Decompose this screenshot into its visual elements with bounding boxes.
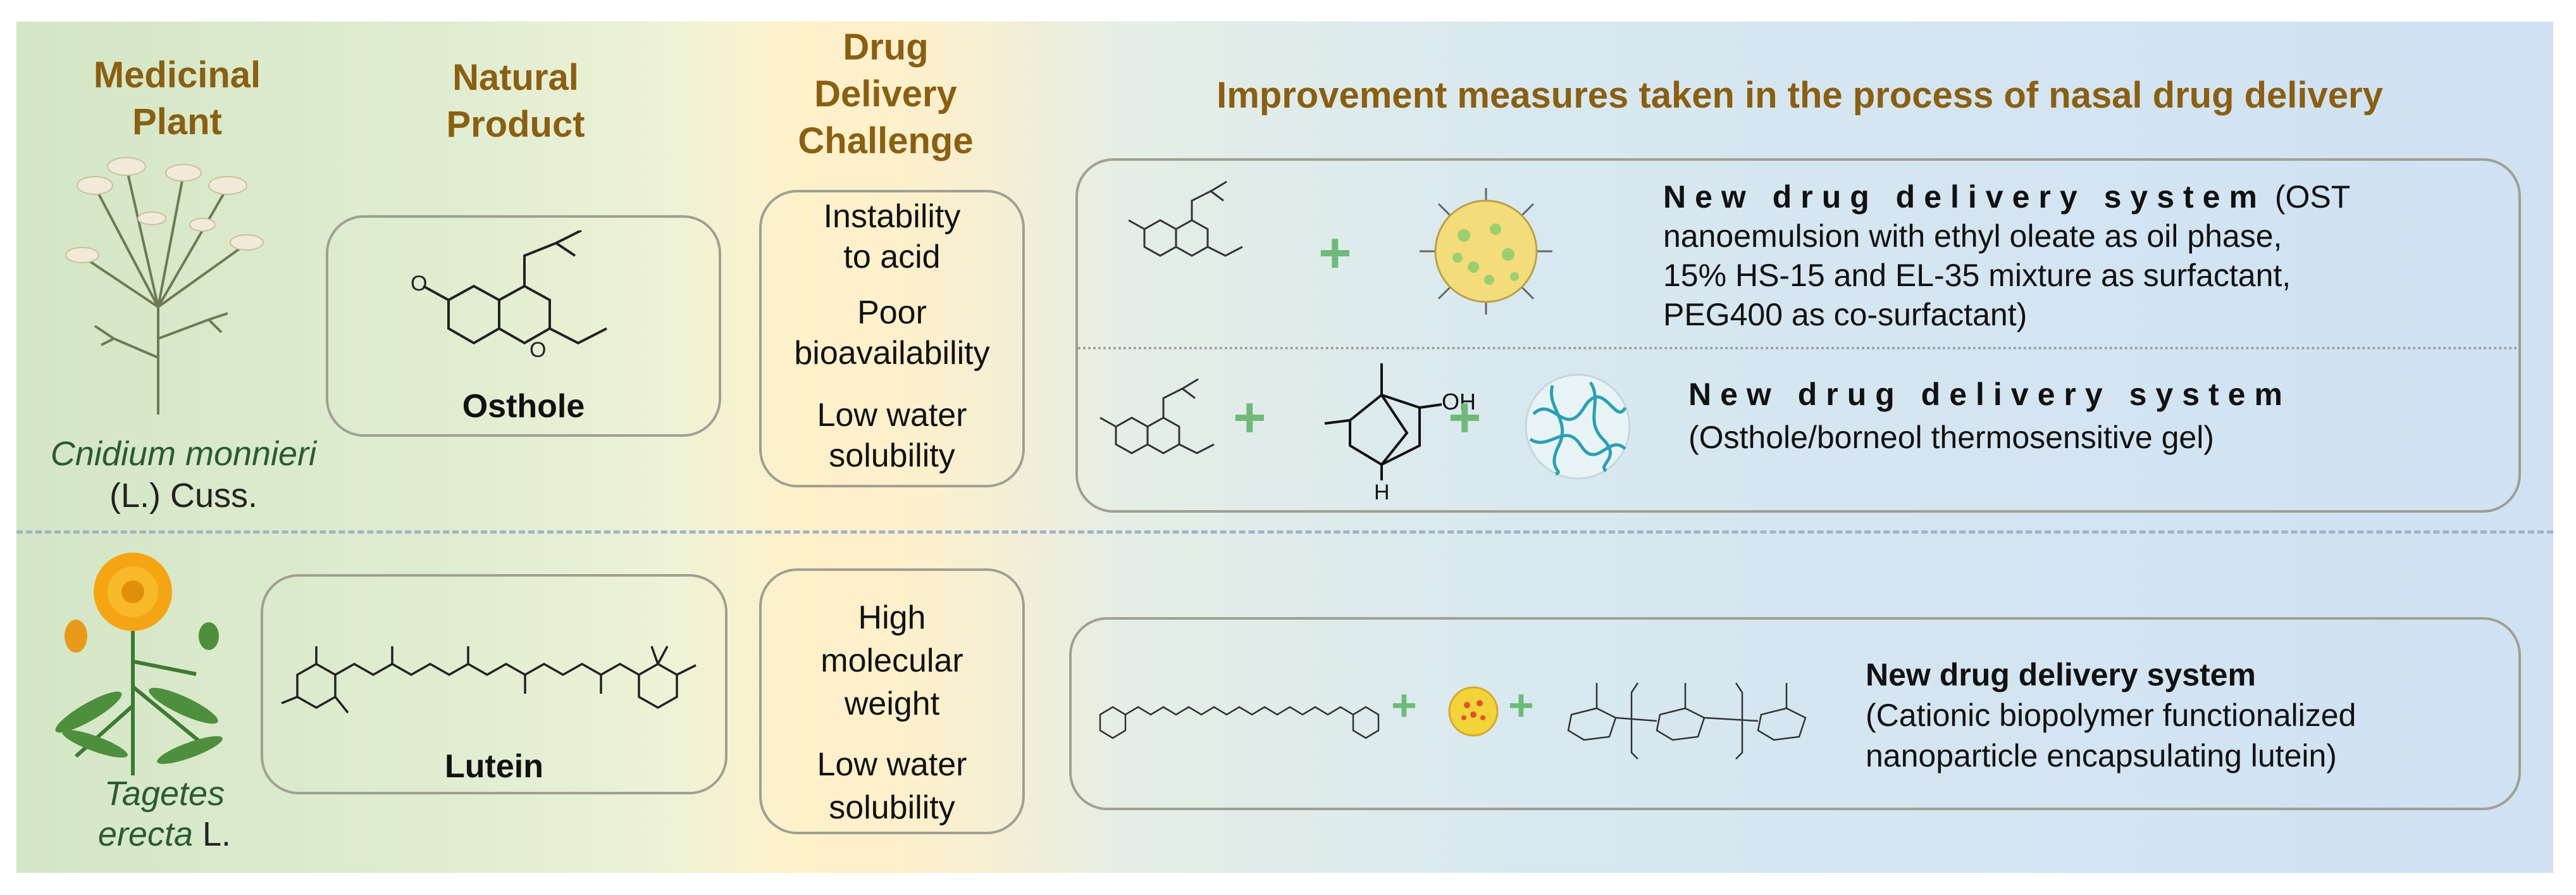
header-improvement-measures: Improvement measures taken in the proces… [1217,75,2383,116]
osthole-structure-small-icon [1128,180,1243,257]
system-desc-gel: (Osthole/borneol thermosensitive gel) [1688,420,2214,455]
header-drug-delivery-challenge: Drug Delivery Challenge [798,27,974,161]
plant-binomial-cnidium: Cnidium monnieri [50,435,317,473]
natural-product-box-lutein: Lutein [261,574,728,794]
challenge-water-solubility: Low water solubility [817,746,967,826]
borneol-oh-label: OH [1442,389,1476,415]
borneol-structure: OH H [1312,351,1483,504]
improvement-box-osthole: + New drug delivery system (OST nanoemul… [1075,158,2521,513]
header-natural-product: Natural Product [446,57,585,145]
system-description-nanoemulsion: New drug delivery system (OST nanoemulsi… [1663,177,2511,334]
plant-name-tagetes: Tagetes erecta L. [19,773,310,854]
nanoemulsion-droplet-icon [1420,188,1552,315]
system-description-gel: New drug delivery system (Osthole/borneo… [1688,373,2511,459]
plus-icon: + [1233,386,1266,449]
background-panel [16,22,2553,873]
osthole-structure-small-icon-2 [1099,378,1215,454]
thermosensitive-gel-icon [1525,373,1631,480]
lutein-structure-small-icon [1099,706,1380,739]
system-title-gel: New drug delivery system [1688,377,2291,412]
challenge-box-osthole: Instability to acid Poor bioavailability… [759,190,1025,487]
plus-icon: + [1448,386,1482,449]
cnidium-flower-icon [65,157,264,415]
system-desc-ost: (OST [2265,179,2351,215]
plus-icon: + [1508,680,1534,730]
lutein-nanoparticle-icon [1448,686,1499,737]
borneol-h-label: H [1374,480,1390,504]
challenge-solubility: Low water solubility [817,397,967,474]
natural-product-box-osthole: O O Osthole [326,215,721,437]
lutein-structure-icon [281,646,697,714]
row-divider [16,530,2553,534]
system-title-lutein: New drug delivery system [1866,657,2256,692]
system-desc-lutein: (Cationic biopolymer functionalized nano… [1866,698,2356,773]
system-description-lutein: New drug delivery system (Cationic biopo… [1866,654,2517,776]
plant-name-cnidium: Cnidium monnieri (L.) Cuss. [19,433,348,516]
header-medicinal-plant: Medicinal Plant [93,54,261,142]
svg-text:O: O [411,272,427,296]
product-name-lutein: Lutein [445,748,543,785]
system-desc-nanoemulsion: nanoemulsion with ethyl oleate as oil ph… [1663,218,2291,332]
challenge-instability: Instability to acid [823,198,961,275]
svg-text:O: O [529,338,546,362]
separator-dotted [1078,347,2518,349]
plant-binomial-tagetes: Tagetes erecta [97,775,225,853]
improvement-box-lutein: + + New drug delivery system (Cationic b… [1069,617,2521,810]
chitosan-structure-icon [1567,682,1807,760]
challenge-box-lutein: High molecular weight Low water solubili… [759,568,1025,834]
challenge-molecular-weight: High molecular weight [820,599,963,722]
plus-icon: + [1391,680,1417,730]
osthole-structure-icon: O O [411,230,607,362]
borneol-structure-icon [1324,363,1442,480]
marigold-flower-icon [55,553,223,775]
system-title-nanoemulsion: New drug delivery system [1663,179,2266,215]
plant-authority-cnidium: (L.) Cuss. [109,477,258,515]
plant-authority-tagetes: L. [193,815,232,853]
challenge-bioavailability: Poor bioavailability [794,294,990,372]
product-name-osthole: Osthole [462,388,585,425]
plus-icon: + [1318,222,1352,285]
